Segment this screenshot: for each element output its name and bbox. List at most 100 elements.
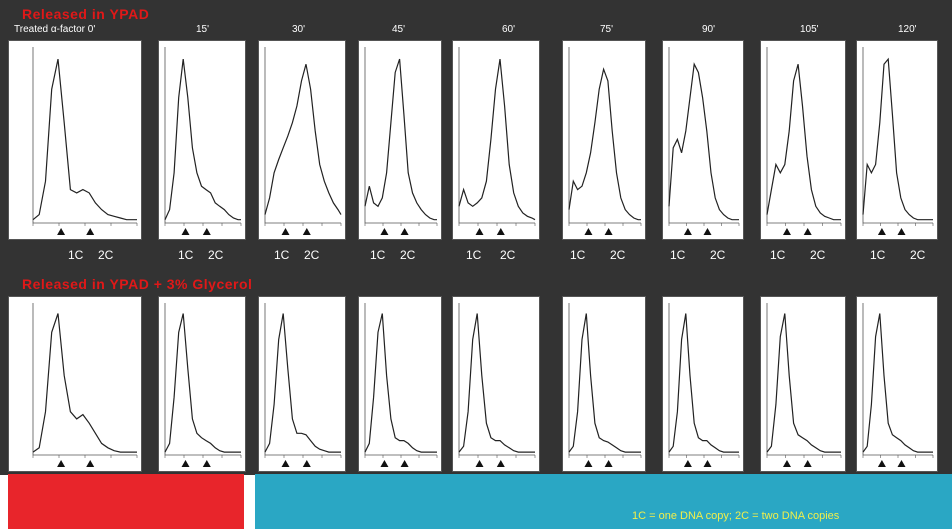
histogram-panel	[856, 40, 938, 240]
cycle-marker	[703, 460, 712, 467]
histogram-panel	[452, 296, 540, 472]
cycle-marker	[604, 460, 613, 467]
label-2c: 2C	[710, 248, 726, 262]
axis-line	[164, 303, 241, 456]
cycle-marker	[281, 228, 290, 235]
histogram-line	[862, 313, 933, 453]
histogram-line	[668, 62, 739, 221]
cycle-marker	[782, 460, 791, 467]
timepoint-label: 105'	[800, 24, 819, 35]
histogram-svg	[668, 303, 740, 467]
label-2c: 2C	[98, 248, 114, 262]
cycle-marker	[475, 228, 484, 235]
cycle-marker	[400, 228, 409, 235]
histogram-svg	[264, 303, 342, 467]
histogram-panel	[8, 296, 142, 472]
histogram-panel	[158, 296, 246, 472]
histogram-panel	[662, 40, 744, 240]
cycle-marker	[302, 460, 311, 467]
histogram-panel	[8, 40, 142, 240]
header-bottom: Released in YPAD + 3% Glycerol	[22, 276, 253, 292]
cycle-marker	[897, 228, 906, 235]
histogram-svg	[766, 47, 842, 235]
cycle-marker	[57, 460, 66, 467]
label-1c: 1C	[466, 248, 482, 262]
histogram-panel	[662, 296, 744, 472]
histogram-panel	[258, 40, 346, 240]
cycle-marker	[202, 460, 211, 467]
histogram-panel	[358, 40, 442, 240]
histogram-line	[32, 58, 137, 221]
label-1c: 1C	[178, 248, 194, 262]
cycle-marker	[683, 460, 692, 467]
cycle-marker	[181, 228, 190, 235]
histogram-svg	[458, 47, 536, 235]
cycle-marker	[181, 460, 190, 467]
label-2c: 2C	[500, 248, 516, 262]
label-1c: 1C	[770, 248, 786, 262]
histogram-line	[568, 67, 641, 221]
cycle-marker	[584, 460, 593, 467]
histogram-svg	[668, 47, 740, 235]
histogram-line	[164, 313, 241, 453]
axis-line	[766, 47, 841, 224]
cycle-marker	[202, 228, 211, 235]
cycle-marker	[897, 460, 906, 467]
histogram-panel	[452, 40, 540, 240]
timepoint-label: 15'	[196, 24, 210, 35]
cycle-marker	[703, 228, 712, 235]
histogram-svg	[568, 47, 642, 235]
axis-line	[862, 47, 933, 224]
cycle-marker	[86, 228, 95, 235]
cycle-marker	[877, 460, 886, 467]
cycle-marker	[86, 460, 95, 467]
histogram-panel	[856, 296, 938, 472]
cycle-marker	[57, 228, 66, 235]
histogram-svg	[164, 303, 242, 467]
histogram-svg	[568, 303, 642, 467]
histogram-line	[364, 58, 437, 221]
histogram-line	[568, 313, 641, 453]
blue-bar	[255, 474, 952, 529]
histogram-svg	[164, 47, 242, 235]
timepoint-label: 120'	[898, 24, 917, 35]
cycle-marker	[877, 228, 886, 235]
axis-line	[668, 47, 739, 224]
histogram-line	[164, 59, 241, 221]
histogram-line	[264, 64, 342, 215]
header-top: Released in YPAD	[22, 6, 150, 22]
histogram-svg	[766, 303, 842, 467]
cycle-marker	[281, 460, 290, 467]
label-2c: 2C	[400, 248, 416, 262]
timepoint-label: 45'	[392, 24, 406, 35]
histogram-line	[862, 57, 933, 221]
legend-text: 1C = one DNA copy; 2C = two DNA copies	[632, 510, 840, 522]
label-1c: 1C	[274, 248, 290, 262]
cycle-marker	[803, 460, 812, 467]
timepoint-label: Treated α-factor 0'	[14, 24, 96, 35]
label-2c: 2C	[610, 248, 626, 262]
histogram-svg	[32, 303, 138, 467]
histogram-panel	[258, 296, 346, 472]
histogram-svg	[364, 303, 438, 467]
histogram-panel	[158, 40, 246, 240]
label-2c: 2C	[810, 248, 826, 262]
timepoint-label: 30'	[292, 24, 306, 35]
cycle-marker	[380, 460, 389, 467]
label-1c: 1C	[570, 248, 586, 262]
cycle-marker	[584, 228, 593, 235]
histogram-line	[264, 313, 341, 453]
histogram-panel	[358, 296, 442, 472]
histogram-line	[458, 313, 535, 453]
histogram-line	[32, 313, 137, 453]
label-1c: 1C	[670, 248, 686, 262]
cycle-marker	[400, 460, 409, 467]
histogram-line	[458, 59, 536, 221]
cycle-marker	[604, 228, 613, 235]
cycle-marker	[496, 228, 505, 235]
cycle-marker	[496, 460, 505, 467]
histogram-panel	[760, 296, 846, 472]
cycle-marker	[380, 228, 389, 235]
histogram-panel	[562, 40, 646, 240]
cycle-marker	[302, 228, 311, 235]
